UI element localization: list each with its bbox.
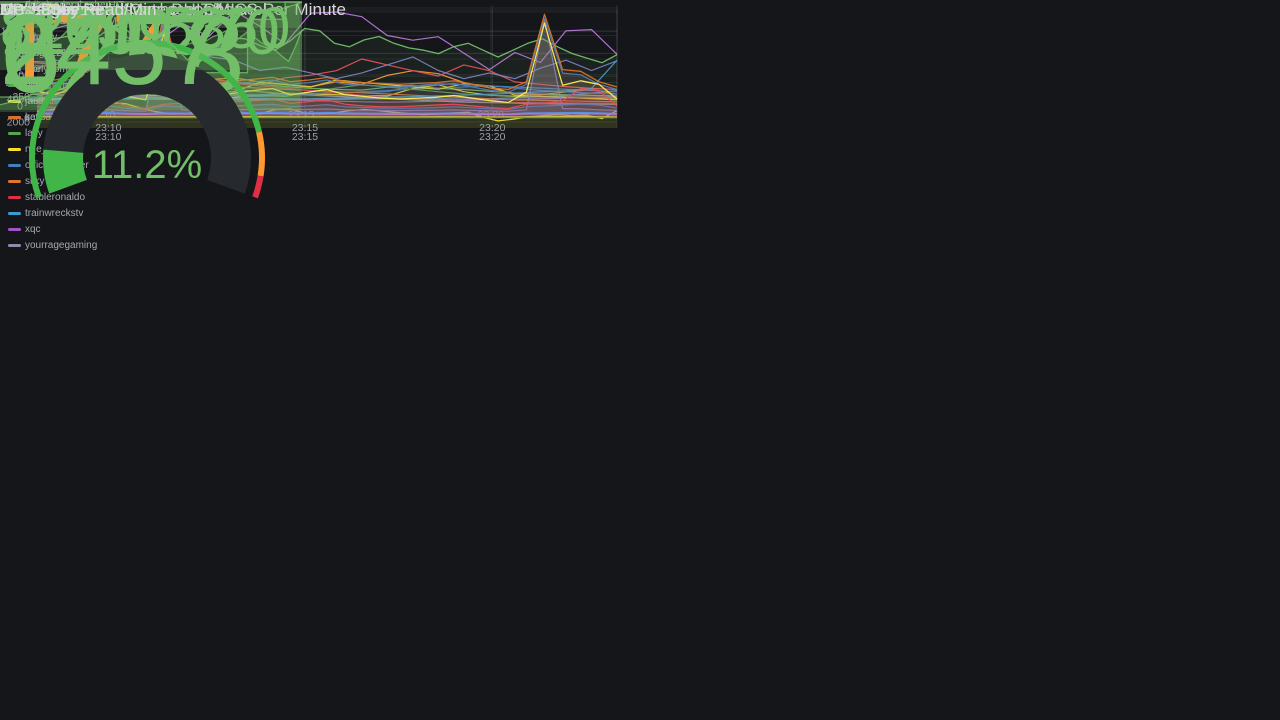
legend-label: latency|histogram xyxy=(25,80,104,91)
legend-item-hdel[interactable]: hdel xyxy=(46,16,83,27)
legend-label: erobb221 xyxy=(25,48,68,59)
series-color-dash-icon xyxy=(8,164,21,167)
series-color-dash-icon xyxy=(60,52,74,55)
series-color-dash-icon xyxy=(8,116,21,119)
legend-label: xqc xyxy=(25,224,41,235)
legend-item-trainwreckstv[interactable]: trainwreckstv xyxy=(8,208,83,219)
legend-item-latency|histogram[interactable]: latency|histogram xyxy=(8,80,103,91)
series-color-dash-icon xyxy=(8,148,21,151)
legend-label: evelynomadera xyxy=(25,64,94,75)
legend-item-del[interactable]: del xyxy=(8,0,38,11)
svg-text:23:15: 23:15 xyxy=(292,131,318,143)
legend-item-xqc[interactable]: xqc xyxy=(8,224,41,235)
panel-title[interactable]: Total Potatoes xyxy=(0,0,110,19)
svg-text:0: 0 xyxy=(17,101,23,113)
legend-label: hincrby xyxy=(25,32,58,43)
legend-label: yourragegaming xyxy=(25,240,98,251)
legend-label: set xyxy=(25,112,39,123)
series-color-dash-icon xyxy=(8,244,21,247)
legend-label: hdel xyxy=(63,16,83,27)
legend-item-hmget[interactable]: hmget xyxy=(8,48,53,59)
legend-label: hset xyxy=(77,48,97,59)
series-color-dash-icon xyxy=(8,180,21,183)
panel-title[interactable]: Sum Dataloader Cache HIT/MISS Per Minute xyxy=(0,0,347,19)
legend-label: aegislul xyxy=(25,16,59,27)
panel-title[interactable]: Messages Per Minute Per Channel xyxy=(0,0,267,20)
svg-text:1 K: 1 K xyxy=(14,26,30,38)
legend-item-hset[interactable]: hset xyxy=(60,48,97,59)
sparkline-messages-read xyxy=(0,6,303,71)
legend-item-set[interactable]: set xyxy=(8,112,38,123)
legend-item-yourragegaming[interactable]: yourragegaming xyxy=(8,240,97,251)
legend-label: trainwreckstv xyxy=(25,208,84,219)
series-color-dash-icon xyxy=(8,132,21,135)
series-color-dash-icon xyxy=(8,52,21,55)
panel-title[interactable]: Active channels xyxy=(0,0,121,19)
panel-title[interactable]: Users Seen xyxy=(0,0,90,19)
legend-item-hincrby[interactable]: hincrby xyxy=(8,32,57,43)
series-color-dash-icon xyxy=(8,228,21,231)
legend-label: adapt xyxy=(25,0,51,11)
series-color-dash-icon xyxy=(8,36,21,39)
legend-label: Dataloader Cache HIT xyxy=(25,0,125,11)
legend-label: multi xyxy=(25,96,47,107)
panel-title[interactable]: CPU Busy xyxy=(0,0,80,19)
svg-text:23:10: 23:10 xyxy=(95,131,121,143)
panel-title[interactable]: Live Channels xyxy=(0,0,110,19)
legend-item-eval[interactable]: eval xyxy=(46,0,82,11)
svg-text:23:20: 23:20 xyxy=(479,122,505,134)
legend-item-incr[interactable]: incr xyxy=(8,64,41,75)
gauge-value-text: 11.2% xyxy=(92,143,202,187)
svg-text:23:15: 23:15 xyxy=(292,122,318,134)
svg-text:750: 750 xyxy=(12,48,30,60)
legend-label: gkey xyxy=(25,80,47,91)
sparkline-active-channels xyxy=(0,1,302,28)
svg-text:0: 0 xyxy=(24,113,30,125)
legend-item-stableronaldo[interactable]: stableronaldo xyxy=(8,192,85,203)
legend-label: stableronaldo xyxy=(25,192,86,203)
svg-text:500: 500 xyxy=(12,69,30,81)
legend-item-get[interactable]: get xyxy=(8,16,39,27)
legend-label: get xyxy=(25,16,39,27)
legend-label: hmget xyxy=(25,48,53,59)
svg-text:400: 400 xyxy=(5,53,23,65)
series-color-dash-icon xyxy=(8,196,21,199)
series-color-dash-icon xyxy=(8,84,21,87)
series-color-dash-icon xyxy=(8,212,21,215)
svg-text:23:20: 23:20 xyxy=(479,131,505,143)
legend-label: eval xyxy=(63,0,82,11)
svg-text:800: 800 xyxy=(5,6,23,18)
series-color-dash-icon xyxy=(46,20,60,23)
series-color-dash-icon xyxy=(8,20,21,23)
svg-text:1.25 K: 1.25 K xyxy=(0,5,30,17)
series-color-dash-icon xyxy=(8,4,21,7)
svg-text:6000: 6000 xyxy=(7,71,31,83)
legend-label: incr xyxy=(25,64,42,75)
panel-title[interactable]: Messages Read/Min xyxy=(0,0,157,19)
svg-text:23:10: 23:10 xyxy=(95,122,121,134)
legend-label: Dataloader Cache MISS xyxy=(25,16,133,27)
series-color-dash-icon xyxy=(8,68,21,71)
legend-label: del xyxy=(25,0,39,11)
series-color-dash-icon xyxy=(46,4,60,7)
cpu-busy-gauge: 11.2% xyxy=(29,39,265,199)
svg-text:2000: 2000 xyxy=(7,117,31,129)
legend-label: ddg xyxy=(25,32,42,43)
